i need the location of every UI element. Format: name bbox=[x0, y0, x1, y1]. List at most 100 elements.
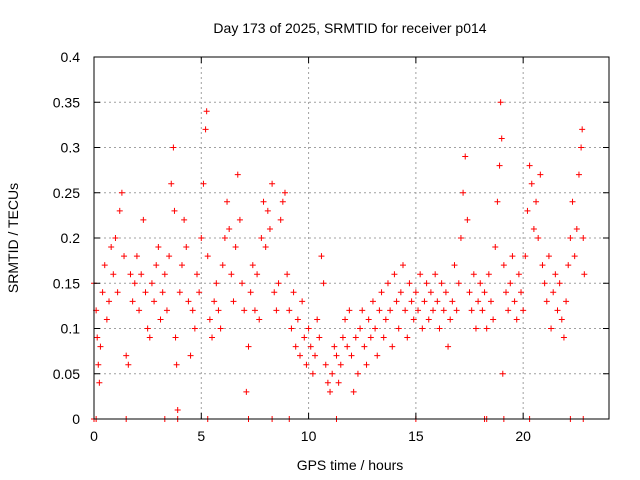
data-point bbox=[372, 325, 379, 332]
data-point bbox=[320, 280, 327, 287]
data-point bbox=[151, 298, 158, 305]
data-point bbox=[363, 361, 370, 368]
data-point bbox=[387, 307, 394, 314]
data-point bbox=[249, 262, 256, 269]
data-point bbox=[318, 253, 325, 260]
data-points bbox=[91, 99, 588, 422]
data-point bbox=[206, 316, 213, 323]
data-point bbox=[412, 289, 419, 296]
data-point bbox=[213, 280, 220, 287]
data-point bbox=[301, 334, 308, 341]
data-point bbox=[346, 307, 353, 314]
data-point bbox=[475, 298, 482, 305]
data-point bbox=[578, 144, 585, 151]
y-tick-label: 0.15 bbox=[53, 275, 80, 291]
data-point bbox=[309, 370, 316, 377]
x-axis-ticks: 0 5 10 15 20 bbox=[90, 57, 531, 444]
data-point bbox=[513, 316, 520, 323]
x-tick-label: 5 bbox=[197, 428, 205, 444]
data-point bbox=[279, 198, 286, 205]
data-point bbox=[327, 388, 334, 395]
data-point bbox=[292, 343, 299, 350]
x-tick-label: 10 bbox=[301, 428, 317, 444]
data-point bbox=[97, 343, 104, 350]
data-point bbox=[239, 280, 246, 287]
y-tick-label: 0.2 bbox=[61, 230, 81, 246]
data-point bbox=[520, 307, 527, 314]
data-point bbox=[494, 198, 501, 205]
data-point bbox=[498, 135, 505, 142]
data-point bbox=[499, 370, 506, 377]
data-point bbox=[378, 289, 385, 296]
data-point bbox=[324, 379, 331, 386]
data-point bbox=[125, 361, 132, 368]
data-point bbox=[505, 307, 512, 314]
data-point bbox=[496, 162, 503, 169]
data-point bbox=[550, 289, 557, 296]
data-point bbox=[148, 280, 155, 287]
data-point bbox=[406, 280, 413, 287]
data-point bbox=[142, 289, 149, 296]
data-point bbox=[487, 298, 494, 305]
data-point bbox=[221, 235, 228, 241]
data-point bbox=[176, 289, 183, 296]
data-point bbox=[159, 289, 166, 296]
data-point bbox=[526, 162, 533, 169]
data-point bbox=[374, 352, 381, 359]
data-point bbox=[479, 307, 486, 314]
data-point bbox=[397, 289, 404, 296]
data-point bbox=[187, 352, 194, 359]
data-point bbox=[203, 108, 210, 115]
data-point bbox=[417, 271, 424, 278]
data-point bbox=[281, 189, 288, 196]
data-point bbox=[94, 334, 101, 341]
y-tick-label: 0.35 bbox=[53, 94, 80, 110]
data-point bbox=[522, 253, 529, 260]
data-point bbox=[178, 262, 185, 269]
data-point bbox=[299, 298, 306, 305]
data-point bbox=[288, 325, 295, 332]
data-point bbox=[290, 289, 297, 296]
data-point bbox=[131, 280, 138, 287]
data-point bbox=[539, 262, 546, 269]
data-point bbox=[339, 334, 346, 341]
data-point bbox=[579, 126, 586, 133]
data-point bbox=[361, 343, 368, 350]
data-point bbox=[277, 216, 284, 223]
data-point bbox=[434, 298, 441, 305]
data-point bbox=[445, 343, 452, 350]
data-point bbox=[232, 244, 239, 251]
data-point bbox=[155, 244, 162, 251]
data-point bbox=[438, 280, 445, 287]
data-point bbox=[189, 307, 196, 314]
data-point bbox=[481, 289, 488, 296]
data-point bbox=[548, 325, 555, 332]
data-point bbox=[477, 280, 484, 287]
data-point bbox=[545, 253, 552, 260]
data-point bbox=[273, 307, 280, 314]
data-point bbox=[153, 262, 160, 269]
data-point bbox=[365, 316, 372, 323]
data-point bbox=[204, 253, 211, 260]
data-point bbox=[108, 244, 115, 251]
data-point bbox=[101, 262, 108, 269]
data-point bbox=[442, 289, 449, 296]
data-point bbox=[316, 334, 323, 341]
data-point bbox=[436, 325, 443, 332]
data-point bbox=[284, 271, 291, 278]
data-point bbox=[96, 379, 103, 386]
data-point bbox=[140, 216, 147, 223]
data-point bbox=[133, 253, 140, 260]
data-point bbox=[483, 325, 490, 332]
data-point bbox=[462, 153, 469, 160]
data-point bbox=[410, 316, 417, 323]
data-point bbox=[530, 225, 537, 232]
data-point bbox=[275, 280, 282, 287]
data-point bbox=[211, 298, 218, 305]
data-point bbox=[492, 244, 499, 251]
data-point bbox=[419, 325, 426, 332]
data-point bbox=[376, 307, 383, 314]
data-point bbox=[552, 271, 559, 278]
data-point bbox=[138, 271, 145, 278]
data-point bbox=[543, 298, 550, 305]
